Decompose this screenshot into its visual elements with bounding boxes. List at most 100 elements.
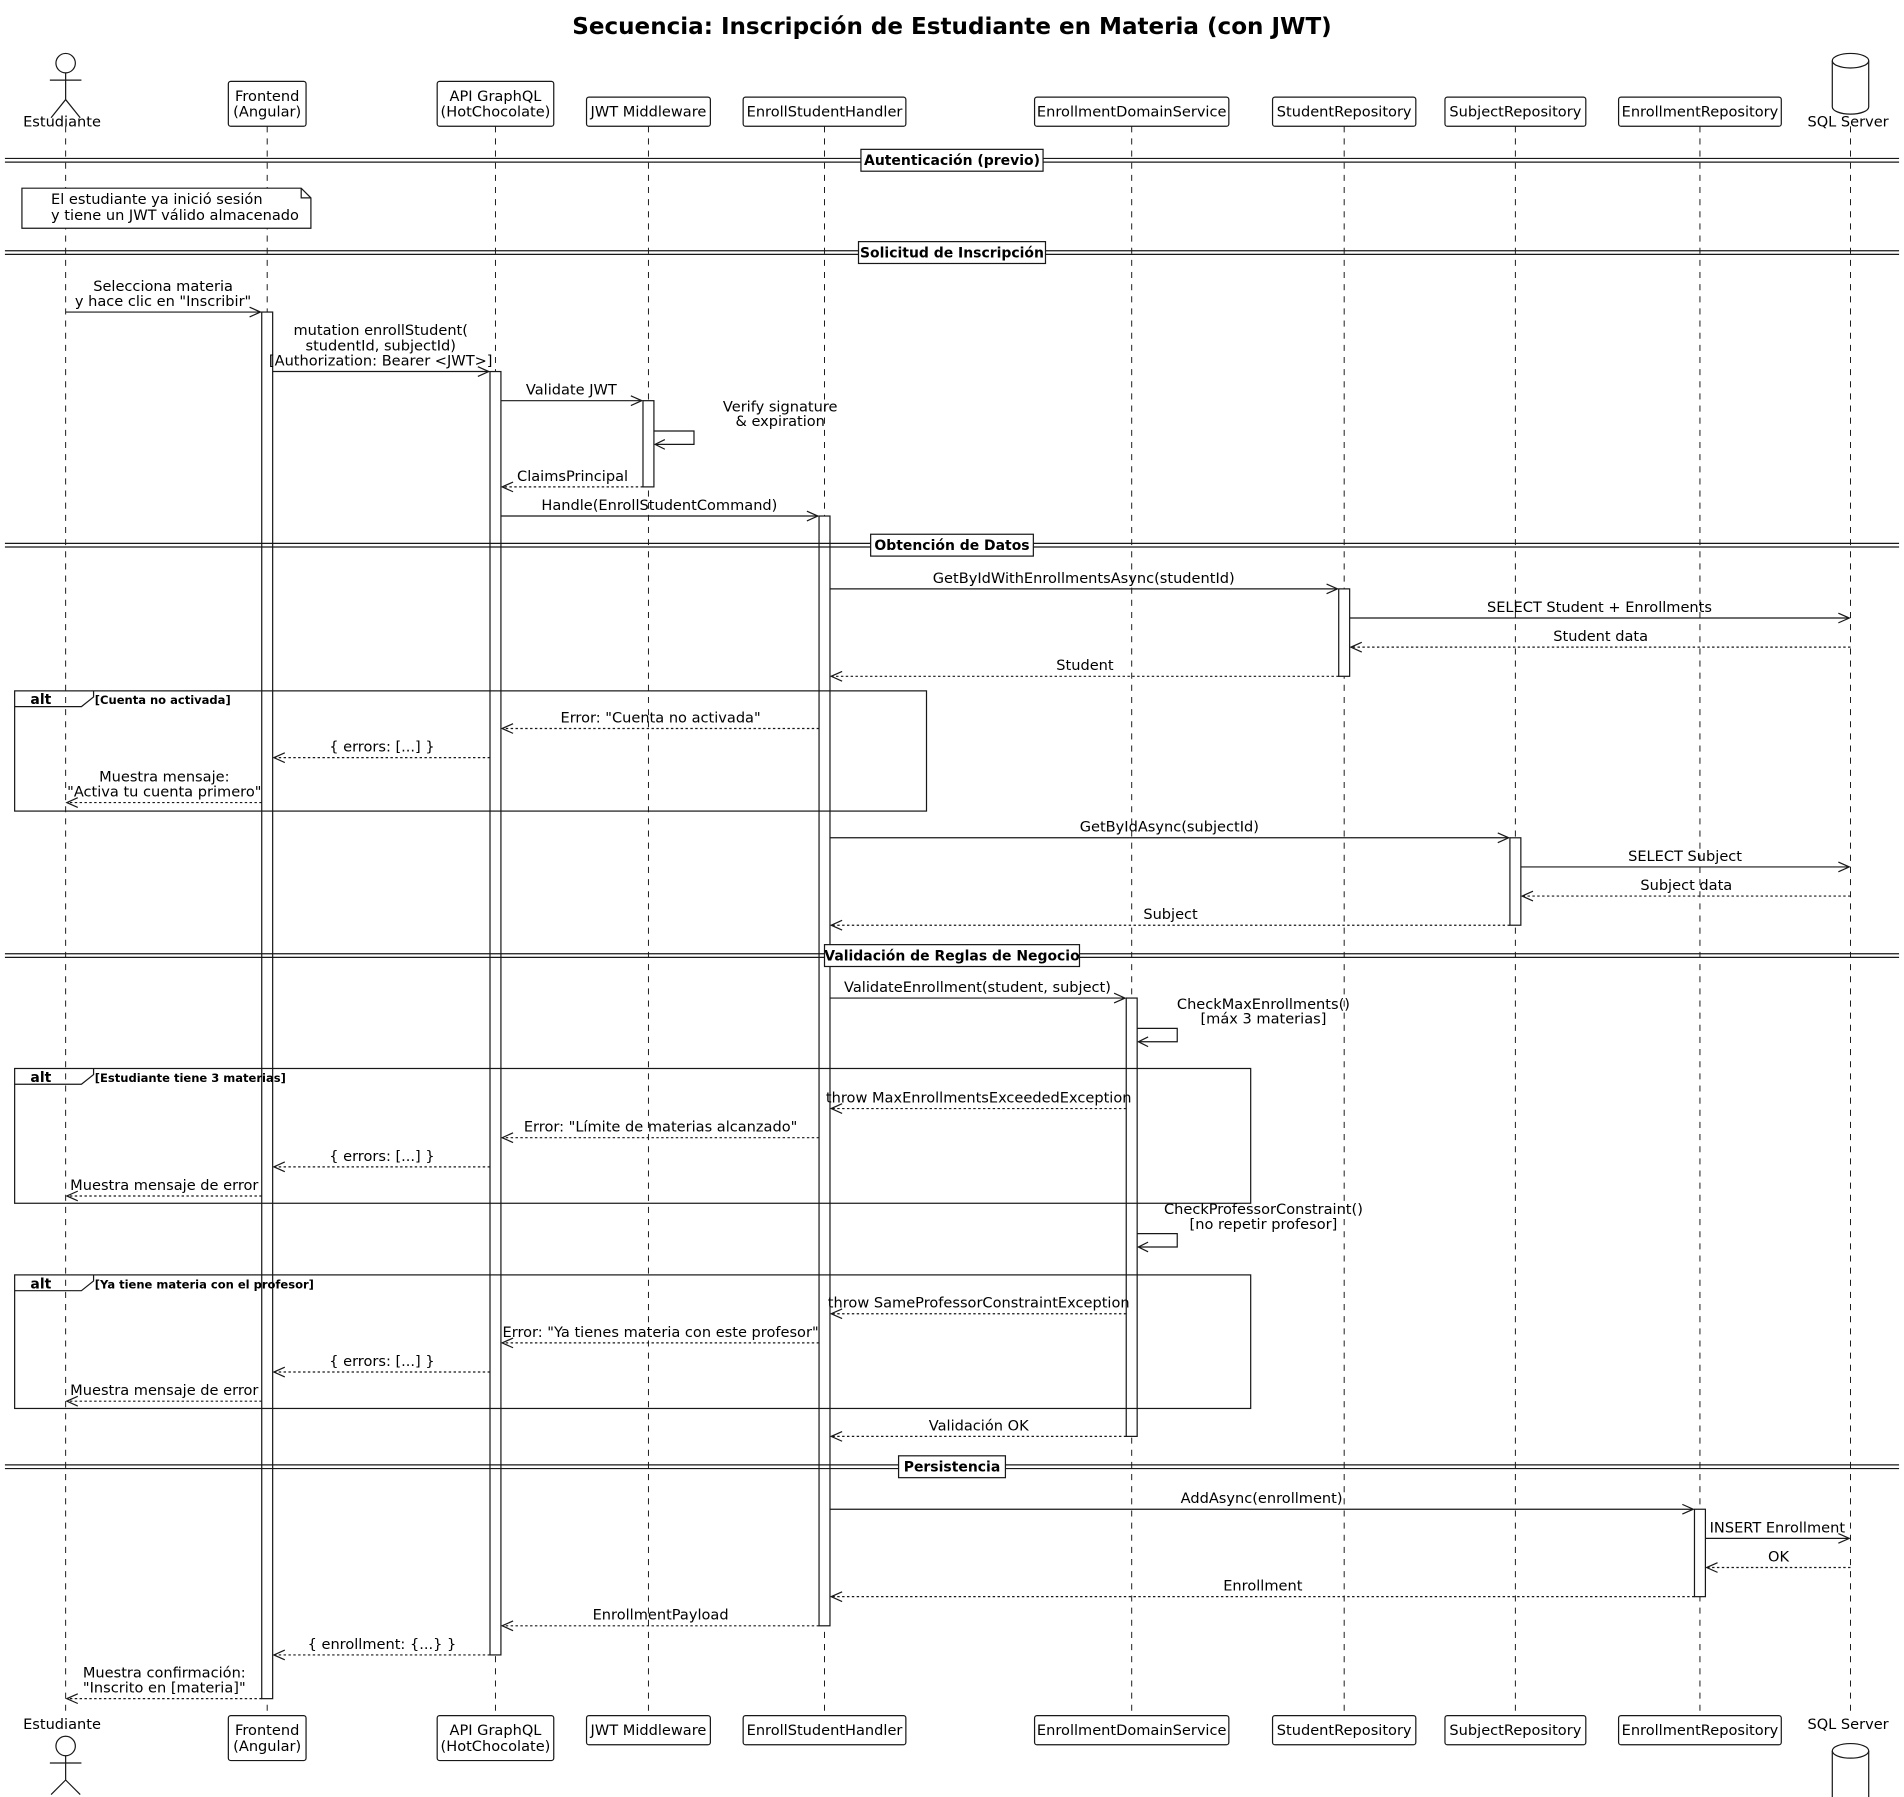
participant-box (436, 80, 555, 127)
return-message: ClaimsPrincipal (500, 468, 643, 493)
return-message: Muestra mensaje de error (65, 1177, 262, 1202)
message-label: AddAsync(enrollment) (1181, 1490, 1343, 1507)
participant-box (1033, 1715, 1230, 1746)
message-label: Error: "Límite de materias alcanzado" (524, 1119, 798, 1136)
message-label: Muestra mensaje: (99, 768, 229, 785)
participant-label: API GraphQL (450, 88, 543, 105)
arrowhead-icon (1137, 1036, 1149, 1048)
message-label: SELECT Student + Enrollments (1487, 599, 1712, 616)
call-message: GetByIdWithEnrollmentsAsync(studentId) (829, 570, 1339, 595)
message-label: CheckMaxEnrollments() (1177, 996, 1350, 1013)
participant-studentrepository: StudentRepository (1271, 1715, 1417, 1746)
arrowhead-icon (272, 1161, 286, 1173)
arrowhead-icon (1326, 583, 1339, 595)
message-label: Validación OK (929, 1417, 1029, 1434)
participant-estudiante: Estudiante (23, 52, 101, 130)
return-message: Enrollment (829, 1578, 1695, 1603)
participant-label: API GraphQL (450, 1722, 543, 1739)
self-message-arrow (1137, 1233, 1178, 1248)
arrowhead-icon (500, 1132, 514, 1144)
arrowhead-icon (272, 1366, 286, 1378)
call-message: SELECT Student + Enrollments (1349, 599, 1851, 624)
return-message: OK (1705, 1548, 1851, 1573)
arrowhead-icon (1838, 612, 1851, 624)
call-message: CheckMaxEnrollments()[máx 3 materias] (1137, 996, 1350, 1048)
arrowhead-icon (829, 670, 843, 682)
call-message: CheckProfessorConstraint()[no repetir pr… (1137, 1201, 1363, 1253)
arrowhead-icon (65, 1693, 79, 1705)
arrowhead-icon (829, 1308, 843, 1320)
participant-label: SubjectRepository (1449, 1722, 1581, 1739)
message-label: Student data (1553, 628, 1648, 645)
note-box (21, 187, 312, 229)
call-message: Handle(EnrollStudentCommand) (500, 497, 820, 522)
message-label: CheckProfessorConstraint() (1164, 1201, 1363, 1218)
call-message: SELECT Subject (1520, 848, 1851, 873)
return-message: Subject data (1520, 877, 1851, 902)
participant-box (1271, 96, 1417, 127)
message-label: Student (1056, 657, 1114, 674)
arrowhead-icon (653, 438, 666, 450)
participant-enrollmentdomainservice: EnrollmentDomainService (1033, 1715, 1230, 1746)
participant-label: EnrollStudentHandler (747, 104, 903, 121)
message-label: "Activa tu cuenta primero" (67, 784, 261, 801)
divider-box (823, 944, 1081, 968)
self-message-arrow (653, 430, 695, 446)
message-label: [no repetir profesor] (1190, 1216, 1338, 1233)
call-message: ValidateEnrollment(student, subject) (829, 979, 1127, 1004)
arrowhead-icon (500, 1620, 514, 1632)
participant-label: Estudiante (23, 1716, 101, 1733)
alt-guard: [Estudiante tiene 3 materias] (95, 1071, 286, 1085)
arrowhead-icon (65, 797, 79, 808)
alt-tab (14, 1274, 95, 1292)
message-label: studentId, subjectId) (305, 337, 455, 354)
participant-box (1033, 96, 1230, 127)
participant-label: StudentRepository (1277, 104, 1412, 121)
participant-sql-server: SQL Server (1807, 1716, 1889, 1797)
participant-box (227, 1715, 307, 1762)
alt-guard: [Cuenta no activada] (95, 693, 231, 707)
note-fold-icon (300, 188, 311, 199)
alt-fragment (14, 1274, 1252, 1410)
return-message: Error: "Límite de materias alcanzado" (500, 1119, 820, 1144)
return-message: throw MaxEnrollmentsExceededException (826, 1089, 1131, 1114)
message-label: { enrollment: {...} } (308, 1636, 457, 1653)
divider-label: Persistencia (904, 1460, 1001, 1476)
return-message: Student (829, 657, 1339, 682)
arrowhead-icon (500, 481, 514, 493)
alt-tab (14, 1068, 95, 1085)
participant-label: (Angular) (233, 104, 301, 121)
activation-bar (1338, 588, 1351, 677)
note-text: y tiene un JWT válido almacenado (51, 207, 299, 224)
message-label: ClaimsPrincipal (517, 468, 628, 485)
activation-bar (818, 515, 831, 1627)
message-label: Verify signature (723, 399, 838, 416)
alt-fragment (14, 1067, 1252, 1204)
arrowhead-icon (829, 1103, 843, 1114)
arrowhead-icon (249, 306, 263, 318)
participant-box (742, 1715, 907, 1746)
message-label: { errors: [...] } (329, 739, 434, 756)
message-label: INSERT Enrollment (1710, 1519, 1846, 1536)
divider-box (860, 148, 1044, 172)
participant-label: Frontend (235, 1722, 299, 1739)
participant-frontend-angular: Frontend(Angular) (227, 1715, 307, 1762)
participant-label: SQL Server (1807, 1716, 1888, 1733)
divider-label: Validación de Reglas de Negocio (824, 948, 1079, 964)
message-label: Enrollment (1223, 1578, 1302, 1595)
participant-estudiante: Estudiante (23, 1716, 101, 1796)
alt-guard: [Ya tiene materia con el profesor] (95, 1277, 314, 1291)
return-message: { errors: [...] } (272, 1148, 491, 1173)
divider-label: Solicitud de Inscripción (860, 245, 1044, 261)
participant-box (1617, 96, 1782, 127)
participant-box (1617, 1715, 1782, 1746)
participant-label: EnrollmentRepository (1622, 104, 1779, 121)
return-message: Error: "Ya tienes materia con este profe… (500, 1324, 820, 1349)
arrowhead-icon (1137, 1241, 1149, 1253)
participant-box (585, 1715, 711, 1746)
arrowhead-icon (500, 1337, 514, 1349)
database-icon (1831, 1742, 1870, 1797)
message-label: Error: "Cuenta no activada" (561, 709, 761, 726)
